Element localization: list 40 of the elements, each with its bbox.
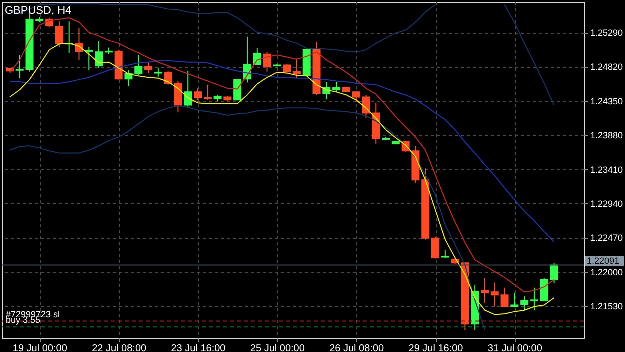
candlestick xyxy=(480,278,489,304)
y-tick-label: 1.25290 xyxy=(590,28,624,38)
y-tick-label: 1.23410 xyxy=(590,164,624,175)
candlestick xyxy=(184,70,192,108)
line-series xyxy=(9,60,555,242)
candlestick xyxy=(85,46,94,71)
y-tick-label: 1.21530 xyxy=(590,302,624,312)
candlestick xyxy=(332,82,341,93)
candlestick xyxy=(263,52,272,72)
y-tick-label: 1.22470 xyxy=(590,233,624,244)
x-tick-label: 29 Jul 16:00 xyxy=(408,344,464,352)
ref-line-label: 1.22091 xyxy=(587,256,620,266)
candlestick xyxy=(124,70,133,87)
x-tick-label: 19 Jul 00:00 xyxy=(12,344,68,352)
x-tick-label: 26 Jul 08:00 xyxy=(330,344,385,352)
x-tick-label: 23 Jul 16:00 xyxy=(171,344,226,352)
x-tick-label: 25 Jul 00:00 xyxy=(250,344,306,352)
candlestick xyxy=(144,62,153,74)
candlestick xyxy=(292,58,301,79)
candlestick xyxy=(234,78,242,101)
candlestick xyxy=(194,88,202,101)
candlestick xyxy=(520,296,529,311)
candlestick xyxy=(204,84,212,101)
candlestick xyxy=(490,282,499,308)
x-tick-label: 22 Jul 08:00 xyxy=(92,344,148,352)
y-tick-label: 1.24350 xyxy=(590,96,624,106)
y-tick-label: 1.24820 xyxy=(590,62,624,72)
y-tick-label: 1.22000 xyxy=(590,267,624,278)
candlestick xyxy=(550,262,558,284)
y-tick-label: 1.22940 xyxy=(590,198,624,209)
candlestick xyxy=(95,40,104,69)
candlestick xyxy=(16,54,24,79)
candlestick xyxy=(432,236,440,260)
y-tick-label: 1.23880 xyxy=(590,130,624,141)
candlestick xyxy=(530,287,538,311)
candlestick xyxy=(55,21,64,48)
x-tick-label: 31 Jul 00:00 xyxy=(488,344,543,352)
chart-title: GBPUSD, H4 xyxy=(5,5,72,17)
candlestick xyxy=(134,54,143,76)
candlestick xyxy=(500,287,509,308)
